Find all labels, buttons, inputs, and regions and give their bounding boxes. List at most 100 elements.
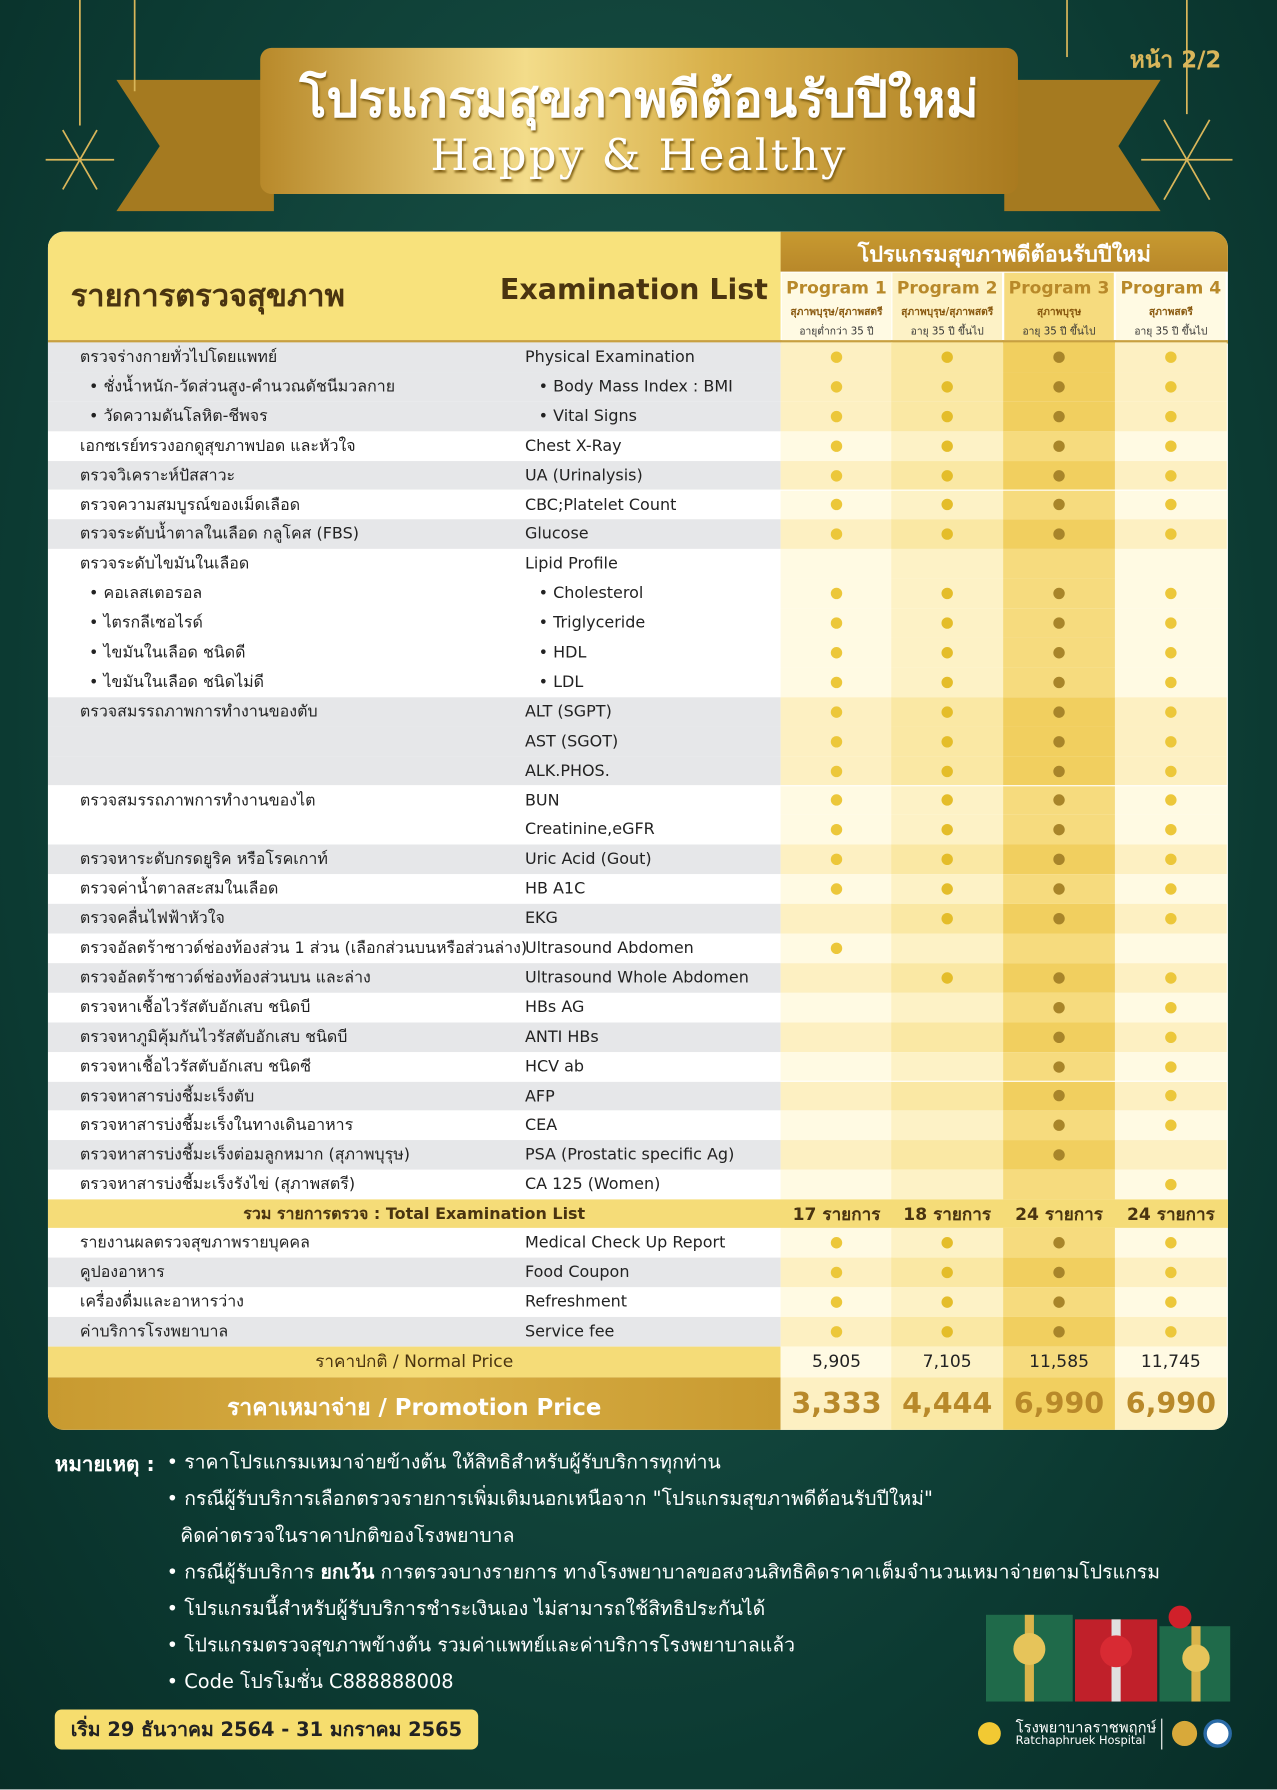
period: เริ่ม 29 ธันวาคม 2564 - 31 มกราคม 2565 xyxy=(54,1709,479,1750)
exam-th: ตรวจหาสารบ่งชี้มะเร็งในทางเดินอาหาร xyxy=(79,1116,354,1135)
check-dot xyxy=(1165,499,1177,511)
exam-th: ตรวจหาระดับกรดยูริค หรือโรคเกาท์ xyxy=(79,850,328,869)
row-bg xyxy=(47,903,781,934)
check-dot xyxy=(941,646,953,659)
exam-en: ALK.PHOS. xyxy=(524,761,610,781)
note-part: ยกเว้น xyxy=(320,1561,375,1584)
program-gender: สุภาพบุรุษ/สุภาพสตรี xyxy=(790,306,883,319)
check-dot xyxy=(830,440,843,452)
row-bg xyxy=(47,1022,781,1052)
normal-price: 7,105 xyxy=(922,1350,972,1372)
exam-en: EKG xyxy=(524,909,558,928)
row-bg xyxy=(47,1316,781,1347)
logos xyxy=(978,1718,1232,1750)
exam-th: • ไตรกลีเซอไรด์ xyxy=(89,614,203,633)
check-dot xyxy=(1053,587,1065,600)
check-dot xyxy=(1053,1237,1065,1249)
exam-en: • Cholesterol xyxy=(538,584,644,603)
check-dot xyxy=(1053,972,1065,984)
program-age: อายุ 35 ปี ขึ้นไป xyxy=(910,326,984,338)
check-dot xyxy=(941,469,953,482)
exam-th: ตรวจสมรรถภาพการทำงานของตับ xyxy=(79,702,318,722)
row-bg xyxy=(47,549,781,579)
check-dot xyxy=(1165,410,1177,422)
program-cell xyxy=(780,1346,893,1378)
exam-en: Creatinine,eGFR xyxy=(524,820,655,840)
program-age: อายุ 35 ปี ขึ้นไป xyxy=(1134,326,1208,338)
check-dot xyxy=(1053,1001,1065,1014)
check-dot xyxy=(1165,1296,1177,1308)
note-part: • โปรแกรมตรวจสุขภาพข้างต้น รวมค่าแพทย์แล… xyxy=(166,1634,796,1658)
row-bg xyxy=(47,667,781,698)
program-cell xyxy=(780,1022,893,1052)
check-dot xyxy=(1053,1060,1065,1073)
total-label: รวม รายการตรวจ : Total Examination List xyxy=(243,1205,586,1224)
row-bg xyxy=(47,874,781,904)
program-cell xyxy=(891,1081,1004,1111)
check-dot xyxy=(1053,617,1065,629)
check-dot xyxy=(1053,380,1065,393)
row-bg xyxy=(47,1228,781,1258)
note-line2: คิดค่าตรวจในราคาปกติของโรงพยาบาล xyxy=(180,1524,515,1548)
title: โปรแกรมสุขภาพดีต้อนรับปีใหม่ xyxy=(299,70,979,129)
normal-label: ราคาปกติ / Normal Price xyxy=(315,1350,514,1372)
exam-th: ตรวจหาภูมิคุ้มกันไวรัสตับอักเสบ ชนิดบี xyxy=(79,1027,348,1047)
notes-heading: หมายเหตุ : xyxy=(54,1452,155,1477)
check-dot xyxy=(1165,735,1177,748)
check-dot xyxy=(830,824,843,836)
exam-en: BUN xyxy=(524,791,560,810)
check-dot xyxy=(1053,1090,1065,1102)
check-dot xyxy=(941,735,953,748)
exam-en: • Body Mass Index : BMI xyxy=(538,377,733,396)
check-dot xyxy=(941,1296,953,1308)
check-dot xyxy=(1053,1149,1065,1161)
check-dot xyxy=(1053,1266,1065,1279)
program-cell xyxy=(891,1022,1004,1052)
col-en-header: Examination List xyxy=(499,272,768,306)
note: • Code โปรโมชั่น C888888008 xyxy=(167,1666,454,1697)
check-dot xyxy=(1053,1325,1065,1338)
exam-en: Service fee xyxy=(524,1322,615,1341)
program-cell xyxy=(891,933,1004,964)
check-dot xyxy=(1053,765,1065,777)
row-bg xyxy=(47,1257,781,1288)
check-dot xyxy=(941,824,953,836)
row-bg xyxy=(47,785,781,816)
exam-en: UA (Urinalysis) xyxy=(524,466,643,485)
check-dot xyxy=(941,1325,953,1338)
row-bg xyxy=(47,844,781,875)
check-dot xyxy=(1053,1031,1065,1043)
check-dot xyxy=(1053,440,1065,452)
note-part: • กรณีผู้รับบริการ xyxy=(166,1561,321,1584)
header-rule xyxy=(47,340,1228,344)
check-dot xyxy=(830,883,843,895)
subtitle: Happy & Healthy xyxy=(430,130,848,181)
programs-title: โปรแกรมสุขภาพดีต้อนรับปีใหม่ xyxy=(857,241,1151,268)
row-bg xyxy=(47,992,781,1023)
program-cell xyxy=(891,992,1004,1023)
exam-th: เอกซเรย์ทรวงอกดูสุขภาพปอด และหัวใจ xyxy=(79,436,356,455)
notes: หมายเหตุ : • ราคาโปรแกรมเหมาจ่ายข้างต้น ใ… xyxy=(55,1447,1265,1709)
promo-bg xyxy=(47,1377,781,1430)
exam-en: • LDL xyxy=(538,673,584,692)
program-cell xyxy=(891,1169,1004,1200)
program-cell xyxy=(780,992,893,1023)
exam-th: รายงานผลตรวจสุขภาพรายบุคคล xyxy=(79,1233,310,1253)
note: • กรณีผู้รับบริการเลือกตรวจรายการเพิ่มเต… xyxy=(167,1484,933,1515)
check-dot xyxy=(830,1237,843,1249)
check-dot xyxy=(1053,706,1065,718)
check-dot xyxy=(941,1266,953,1279)
check-dot xyxy=(830,469,843,482)
check-dot xyxy=(830,380,843,393)
check-dot xyxy=(941,528,953,541)
check-dot xyxy=(1165,706,1177,718)
check-dot xyxy=(1165,972,1177,984)
check-dot xyxy=(1165,1266,1177,1279)
exam-en: ANTI HBs xyxy=(524,1027,599,1047)
total-count: 24 รายการ xyxy=(1126,1204,1215,1225)
check-dot xyxy=(1165,1060,1177,1073)
check-dot xyxy=(1053,853,1065,866)
program-gender: สุภาพบุรุษ/สุภาพสตรี xyxy=(901,306,994,319)
exam-en: Food Coupon xyxy=(524,1263,630,1282)
